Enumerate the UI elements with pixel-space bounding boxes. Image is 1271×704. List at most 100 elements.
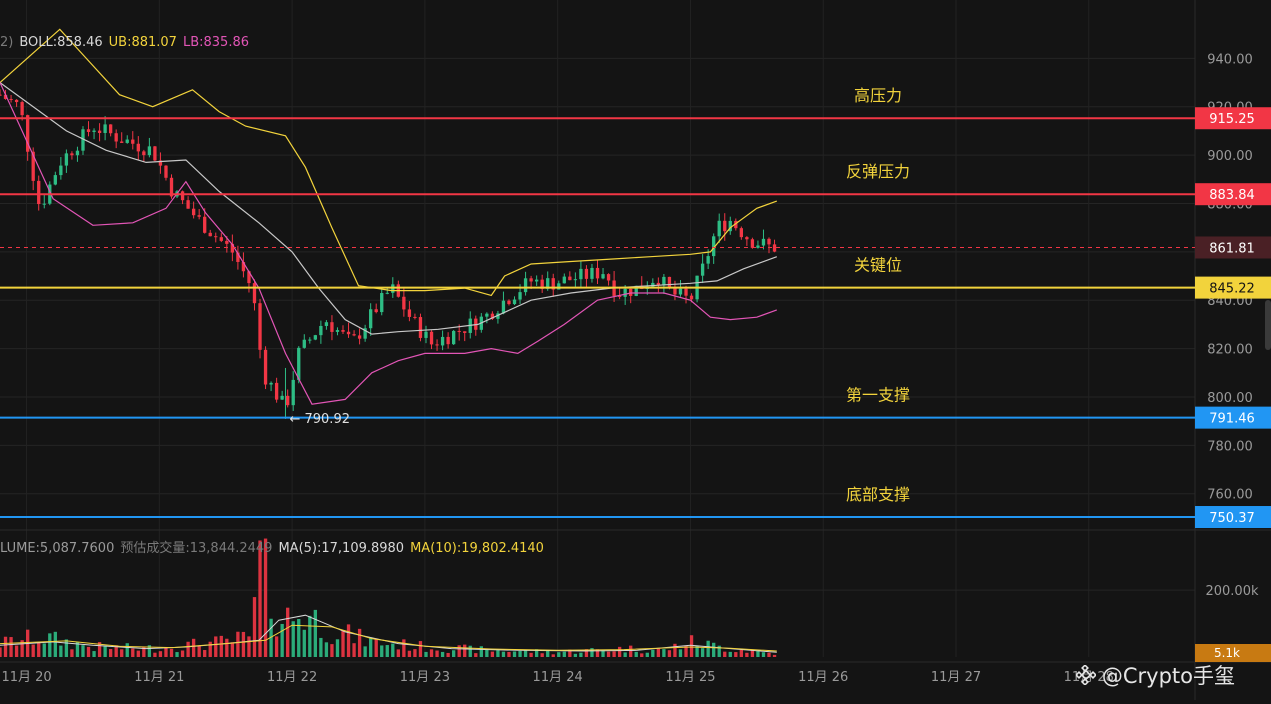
volume-bar [358,629,361,657]
candle-body [319,326,322,335]
candle-body [402,297,405,310]
volume-bar [474,653,477,657]
boll-lb-value: 835.86 [204,35,250,50]
volume-bar [92,651,95,657]
low-price-marker: ← 790.92 [289,412,350,427]
level-price-label: 791.46 [1209,412,1255,427]
candle-body [220,237,223,241]
y-tick-label: 940.00 [1207,52,1253,67]
volume-bar [32,645,35,657]
volume-bar [236,632,239,657]
volume-bar [679,649,682,657]
candle-body [280,396,283,400]
candle-body [463,331,466,333]
volume-bar [662,649,665,657]
candle-body [0,95,2,96]
volume-bar [723,652,726,657]
volume-bar [507,652,510,657]
volume-bar [756,651,759,657]
volume-bar [164,647,167,657]
volume-bar [131,649,134,657]
candle-body [9,99,12,100]
volume-bar [137,651,140,657]
candle-body [596,268,599,278]
x-tick-label: 11月 27 [931,670,981,685]
volume-value-label: 5.1k [1214,646,1240,660]
volume-bar [612,651,615,657]
boll-prefix: 2) [0,35,13,50]
x-tick-label: 11月 21 [134,670,184,685]
candle-body [375,309,378,312]
volume-bar [424,652,427,657]
candle-body [756,246,759,248]
candle-body [601,274,604,278]
candle-body [524,278,527,292]
volume-bar [430,649,433,657]
y-tick-label: 820.00 [1207,343,1253,358]
volume-bar [762,652,765,657]
boll-lb: LB:835.86 [183,35,249,50]
volume-bar [518,651,521,657]
boll-upper-band [0,29,777,295]
candle-body [308,340,311,341]
candle-body [126,140,129,143]
volume-bar [557,652,560,657]
panel-resize-handle[interactable] [1265,300,1271,350]
volume-bar [690,635,693,657]
watermark-text: @Crypto手玺 [1102,660,1235,690]
candle-body [485,314,488,317]
volume-bar [275,636,278,657]
volume-bar [552,654,555,657]
boll-middle-band [0,83,777,335]
volume-bar [646,653,649,657]
boll-label-text: BOLL: [19,35,57,50]
candle-body [701,264,704,276]
candle-body [518,292,521,299]
volume-bar [325,642,328,657]
volume-bar [347,624,350,657]
volume-bar [65,639,68,657]
volume-bar [767,653,770,657]
level-price-label: 845.22 [1209,282,1255,297]
level-name-label: 反弹压力 [846,162,910,181]
volume-bar [9,637,12,657]
boll-label: BOLL:858.46 [19,35,102,50]
volume-est-value: 13,844.2449 [190,541,273,556]
volume-bar [198,646,201,657]
candle-body [679,289,682,295]
y-tick-label: 780.00 [1207,439,1253,454]
volume-ma5: MA(5):17,109.8980 [278,541,404,556]
candle-body [131,140,134,144]
volume-bar [103,646,106,657]
volume-bar [496,650,499,657]
volume-bar [369,638,372,657]
candle-body [115,133,118,141]
volume-est-label: 预估成交量: [120,541,189,556]
candle-body [684,289,687,296]
level-price-label: 750.37 [1209,511,1255,526]
volume-bar [48,633,51,657]
volume-bar [773,655,776,657]
volume-bar [280,624,283,657]
level-name-label: 高压力 [854,86,902,105]
candle-body [87,129,90,132]
current-price-label: 861.81 [1209,241,1255,256]
volume-bar [37,642,40,657]
candle-body [347,332,350,334]
volume-bar [175,652,178,657]
candle-body [380,293,383,312]
volume-bar [87,647,90,657]
volume-bar [397,649,400,657]
candle-body [513,300,516,305]
candle-body [446,337,449,344]
candle-body [76,151,79,156]
x-tick-label: 11月 23 [400,670,450,685]
candle-body [563,277,566,284]
volume-bar [120,649,123,657]
volume-bar [563,652,566,657]
candle-body [419,317,422,338]
candle-body [209,233,212,236]
